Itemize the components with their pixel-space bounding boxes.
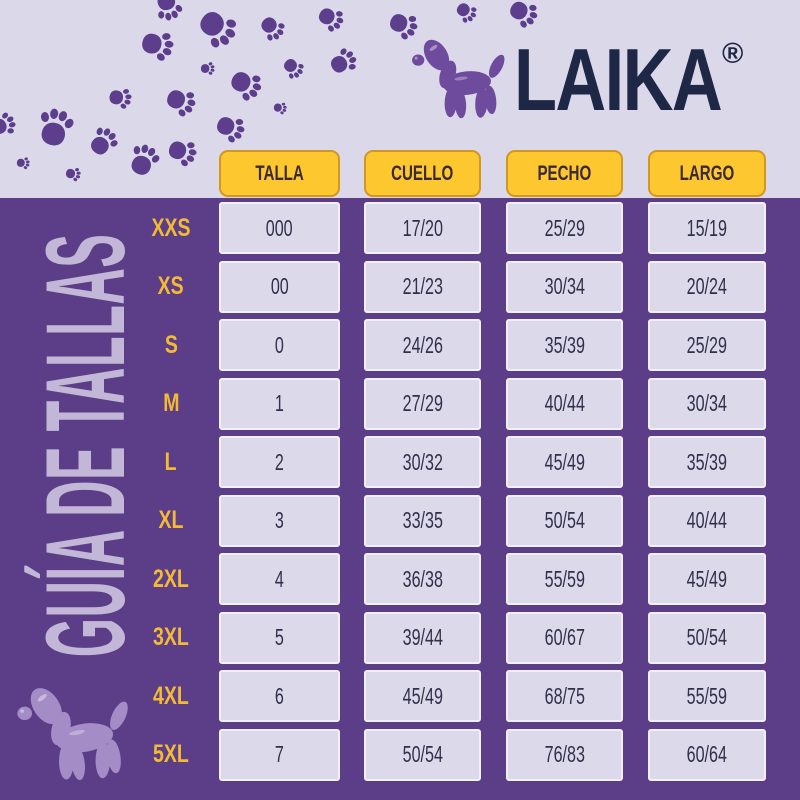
largo-cell: 15/19 [648, 202, 766, 254]
balloon-dog-logo-icon [410, 34, 512, 122]
paw-print-icon [163, 133, 201, 171]
size-label: 3XL [153, 623, 189, 651]
largo-cell: 35/39 [648, 436, 766, 488]
pecho-cell: 50/54 [506, 494, 623, 547]
paw-print-icon [159, 80, 200, 121]
pecho-cell: 68/75 [506, 670, 623, 722]
paw-print-icon [200, 61, 215, 76]
pecho-cell: 30/34 [506, 260, 623, 313]
cuello-cell: 30/32 [364, 436, 481, 488]
table-row: 2XL 4 36/38 55/59 45/49 [140, 553, 766, 605]
pecho-cell: 55/59 [506, 553, 623, 605]
column-header-largo: LARGO [648, 150, 766, 197]
column-header-pecho: PECHO [506, 150, 623, 197]
talla-cell: 000 [219, 202, 340, 254]
pecho-cell: 45/49 [506, 436, 623, 488]
cuello-cell: 27/29 [364, 377, 481, 430]
paw-print-icon [272, 100, 288, 116]
cuello-cell: 45/49 [364, 670, 481, 722]
column-header-talla: TALLA [219, 150, 340, 197]
size-label: XXS [151, 213, 191, 242]
size-label: S [164, 330, 178, 359]
talla-cell: 4 [219, 553, 340, 605]
size-label: L [165, 447, 177, 476]
paw-print-icon [503, 0, 544, 33]
table-row: XS 00 21/23 30/34 20/24 [140, 260, 766, 313]
page-title: GUÍA DE TALLAS [22, 233, 148, 657]
balloon-dog-silhouette-icon [13, 665, 142, 799]
paw-print-icon [254, 10, 291, 47]
largo-cell: 50/54 [648, 611, 766, 664]
paw-print-icon [210, 108, 250, 148]
table-row: XL 3 33/35 50/54 40/44 [140, 494, 766, 547]
table-row: 5XL 7 50/54 76/83 60/64 [140, 728, 766, 781]
table-row: 3XL 5 39/44 60/67 50/54 [140, 611, 766, 664]
paw-print-icon [222, 61, 267, 106]
table-row: L 2 30/32 45/49 35/39 [140, 436, 766, 488]
paw-print-icon [451, 0, 482, 27]
paw-print-icon [189, 0, 245, 56]
largo-cell: 45/49 [648, 553, 766, 605]
paw-print-icon [64, 165, 83, 184]
paw-print-icon [82, 121, 124, 163]
brand-name: LAIKA [514, 30, 723, 129]
cuello-cell: 21/23 [364, 260, 481, 313]
largo-cell: 55/59 [648, 670, 766, 722]
brand-logo: LAIKA [514, 36, 773, 124]
cuello-cell: 39/44 [364, 611, 481, 664]
talla-cell: 1 [219, 377, 340, 430]
table-row: 4XL 6 45/49 68/75 55/59 [140, 670, 766, 722]
largo-cell: 25/29 [648, 319, 766, 371]
talla-cell: 5 [219, 611, 340, 664]
talla-cell: 7 [219, 728, 340, 781]
size-label: 2XL [153, 564, 189, 593]
talla-cell: 6 [219, 670, 340, 722]
cuello-cell: 24/26 [364, 319, 481, 371]
paw-print-icon [0, 108, 20, 141]
table-row: XXS 000 17/20 25/29 15/19 [140, 202, 766, 254]
size-label: 5XL [153, 740, 189, 768]
pecho-cell: 76/83 [506, 728, 623, 781]
talla-cell: 00 [219, 260, 340, 313]
size-label: XL [158, 506, 184, 534]
paw-print-icon [31, 104, 80, 153]
cuello-cell: 36/38 [364, 553, 481, 605]
paw-print-icon [149, 0, 187, 25]
pecho-cell: 25/29 [506, 202, 623, 254]
pecho-cell: 35/39 [506, 319, 623, 371]
paw-print-icon [136, 24, 178, 66]
size-table: XXS 000 17/20 25/29 15/19 XS 00 21/23 30… [140, 202, 766, 787]
talla-cell: 3 [219, 494, 340, 547]
paw-print-icon [277, 52, 308, 83]
largo-cell: 30/34 [648, 377, 766, 430]
paw-print-icon [106, 84, 134, 112]
paw-print-icon [121, 138, 165, 182]
paw-print-icon [312, 0, 349, 36]
talla-cell: 2 [219, 436, 340, 488]
paw-print-icon [15, 155, 30, 170]
pecho-cell: 60/67 [506, 611, 623, 664]
registered-trademark-symbol: ® [722, 38, 744, 70]
cuello-cell: 33/35 [364, 494, 481, 547]
cuello-cell: 50/54 [364, 728, 481, 781]
paw-print-icon [324, 43, 362, 81]
cuello-cell: 17/20 [364, 202, 481, 254]
table-row: S 0 24/26 35/39 25/29 [140, 319, 766, 371]
size-label: 4XL [153, 681, 189, 710]
column-header-cuello: CUELLO [364, 150, 481, 197]
largo-cell: 60/64 [648, 728, 766, 781]
table-row: M 1 27/29 40/44 30/34 [140, 377, 766, 430]
pecho-cell: 40/44 [506, 377, 623, 430]
size-label: M [162, 389, 180, 417]
largo-cell: 40/44 [648, 494, 766, 547]
talla-cell: 0 [219, 319, 340, 371]
largo-cell: 20/24 [648, 260, 766, 313]
size-label: XS [157, 272, 185, 300]
